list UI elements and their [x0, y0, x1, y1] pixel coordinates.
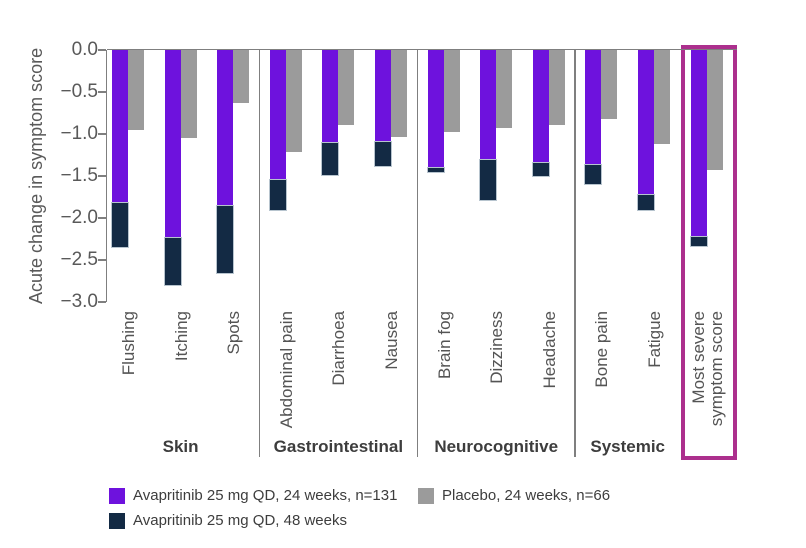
bar-placebo-spots [233, 50, 250, 103]
y-tick-mark [98, 175, 106, 177]
x-label-itching: Itching [171, 311, 191, 362]
x-label-flushing: Flushing [119, 311, 138, 376]
bar-avapritinib-24w-brain-fog [427, 50, 444, 168]
y-tick-label: −1.0 [60, 123, 98, 144]
legend-swatch-placebo [418, 487, 434, 504]
bar-placebo-most-severe-symptom-score [706, 50, 723, 171]
bar-avapritinib-24w-fatigue [638, 50, 654, 196]
bar-avapritinib-48w-abdominal-pain [269, 180, 286, 211]
x-label-brain-fog: Brain fog [434, 311, 454, 380]
x-label-spots: Spots [224, 311, 244, 355]
group-separator-line [416, 50, 419, 457]
x-label-fatigue: Fatigue [645, 311, 664, 368]
bar-avapritinib-24w-most-severe-symptom-score [690, 50, 707, 238]
y-tick-label: −0.5 [60, 81, 98, 102]
bar-placebo-dizziness [496, 50, 513, 129]
group-separator-line [258, 50, 261, 457]
bar-avapritinib-48w-nausea [375, 142, 391, 166]
bar-avapritinib-24w-flushing [112, 50, 128, 203]
bar-placebo-flushing [128, 50, 144, 130]
y-tick-label: −2.0 [60, 207, 98, 228]
bar-placebo-nausea [391, 50, 407, 138]
x-label-bone-pain: Bone pain [592, 311, 612, 388]
bar-avapritinib-24w-spots [217, 50, 234, 207]
x-label-dizziness: Dizziness [487, 311, 507, 384]
bar-avapritinib-24w-bone-pain [585, 50, 602, 166]
x-label-diarrhoea: Diarrhoea [329, 311, 349, 386]
bar-avapritinib-24w-nausea [375, 50, 391, 143]
y-tick-mark [98, 217, 106, 219]
bar-placebo-bone-pain [601, 50, 618, 119]
legend-item-avapritinib-24w: Avapritinib 25 mg QD, 24 weeks, n=131 [109, 487, 397, 504]
bar-avapritinib-24w-dizziness [480, 50, 497, 160]
bar-avapritinib-24w-diarrhoea [322, 50, 339, 144]
bar-avapritinib-48w-flushing [112, 202, 128, 247]
bar-placebo-itching [180, 50, 197, 139]
bar-avapritinib-48w-dizziness [480, 160, 497, 201]
y-axis-line [105, 50, 107, 302]
bar-avapritinib-48w-diarrhoea [322, 143, 339, 176]
bar-avapritinib-48w-brain-fog [427, 167, 444, 172]
bar-avapritinib-24w-itching [164, 50, 181, 239]
y-tick-label: −1.5 [60, 165, 98, 186]
bar-placebo-fatigue [654, 50, 670, 145]
bar-avapritinib-48w-spots [217, 206, 234, 273]
bar-placebo-headache [548, 50, 565, 125]
x-label-abdominal-pain: Abdominal pain [276, 311, 296, 429]
group-separator-line [574, 50, 576, 457]
bar-avapritinib-48w-bone-pain [585, 165, 602, 185]
y-tick-mark [98, 49, 106, 51]
legend-swatch-avapritinib-48w [109, 512, 125, 529]
bar-avapritinib-48w-most-severe-symptom-score [690, 237, 707, 246]
x-label-headache: Headache [539, 311, 559, 389]
bar-avapritinib-48w-fatigue [638, 195, 654, 210]
legend-label-avapritinib-24w: Avapritinib 25 mg QD, 24 weeks, n=131 [133, 487, 398, 504]
y-tick-mark [98, 259, 106, 261]
highlight-box [681, 45, 738, 460]
legend-item-placebo: Placebo, 24 weeks, n=66 [418, 487, 610, 504]
legend-label-placebo: Placebo, 24 weeks, n=66 [442, 487, 611, 504]
bar-avapritinib-24w-headache [532, 50, 549, 164]
bar-placebo-brain-fog [443, 50, 460, 132]
group-label-neurocognitive: Neurocognitive [434, 437, 559, 456]
bar-placebo-abdominal-pain [285, 50, 302, 152]
group-label-skin: Skin [162, 437, 199, 456]
bar-avapritinib-48w-itching [164, 238, 181, 286]
legend-label-avapritinib-48w: Avapritinib 25 mg QD, 48 weeks [133, 512, 347, 529]
x-label-nausea: Nausea [382, 311, 401, 370]
bar-placebo-diarrhoea [338, 50, 355, 125]
y-tick-label: 0.0 [71, 39, 98, 60]
y-tick-label: −3.0 [60, 291, 98, 312]
bar-avapritinib-48w-headache [532, 163, 549, 176]
y-tick-mark [98, 91, 106, 93]
y-tick-mark [98, 133, 106, 135]
group-label-gastrointestinal: Gastrointestinal [273, 437, 404, 456]
y-tick-mark [98, 301, 106, 303]
x-axis-line [107, 48, 738, 51]
group-label-systemic: Systemic [590, 437, 666, 456]
bar-avapritinib-24w-abdominal-pain [269, 50, 286, 181]
legend-item-avapritinib-48w: Avapritinib 25 mg QD, 48 weeks [109, 512, 347, 529]
y-tick-label: −2.5 [60, 249, 98, 270]
legend-swatch-avapritinib-24w [109, 487, 125, 504]
